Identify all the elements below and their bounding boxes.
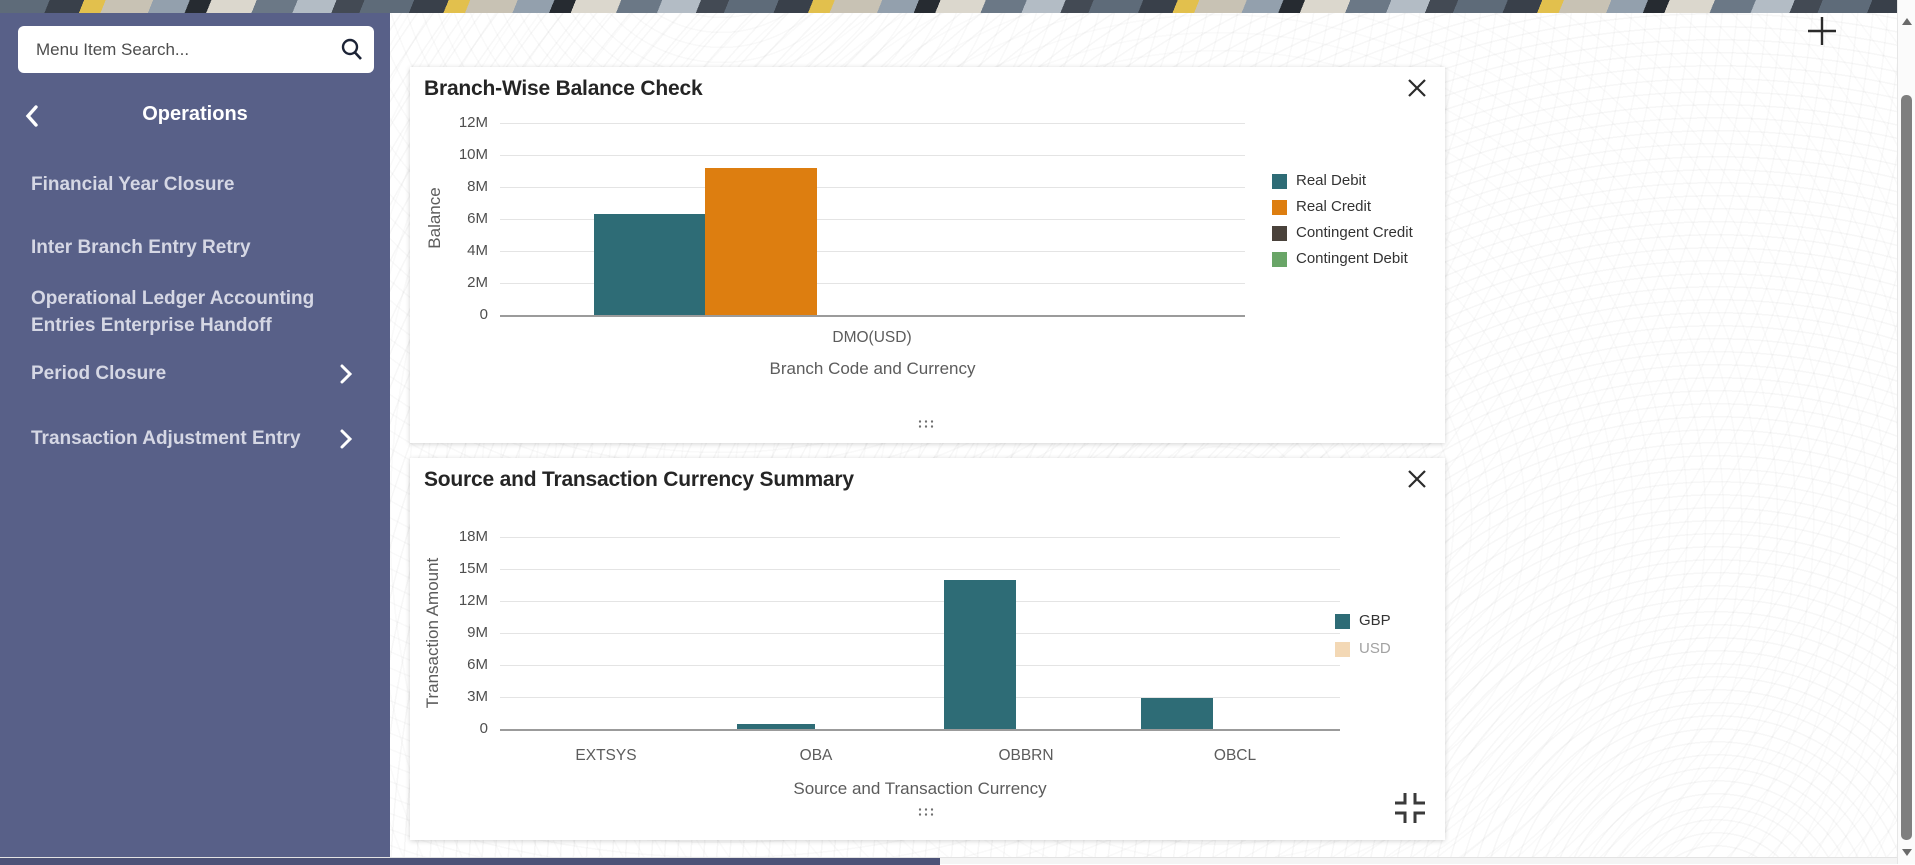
back-chevron-icon[interactable] — [24, 104, 46, 130]
x-axis-label: Source and Transaction Currency — [793, 779, 1047, 798]
legend-swatch-gbp[interactable] — [1335, 614, 1350, 629]
y-tick-label: 0 — [479, 306, 488, 323]
gridline — [500, 537, 1340, 538]
legend-swatch-usd[interactable] — [1335, 642, 1350, 657]
sidebar-title: Operations — [142, 103, 248, 125]
legend-label[interactable]: GBP — [1359, 612, 1391, 629]
x-tick-label: OBA — [799, 747, 833, 764]
gridline — [500, 187, 1245, 188]
y-tick-label: 10M — [458, 146, 488, 163]
y-tick-label: 8M — [467, 178, 488, 195]
legend-swatch-real-debit[interactable] — [1272, 174, 1287, 189]
collapse-corners-icon[interactable] — [1391, 790, 1429, 828]
y-tick-label: 0 — [479, 720, 488, 737]
x-axis-line — [500, 315, 1245, 317]
legend-swatch-contingent-credit[interactable] — [1272, 226, 1287, 241]
sidebar-item-period-closure[interactable]: Period Closure — [31, 360, 361, 387]
y-tick-label: 15M — [458, 560, 488, 577]
y-tick-label: 4M — [467, 242, 488, 259]
gridline — [500, 283, 1245, 284]
y-tick-label: 9M — [467, 624, 488, 641]
sidebar-header: Operations — [0, 101, 390, 135]
gridline — [500, 123, 1245, 124]
sidebar-item-financial-year-closure[interactable]: Financial Year Closure — [31, 174, 235, 195]
y-tick-label: 6M — [467, 210, 488, 227]
add-widget-button[interactable] — [1803, 13, 1841, 51]
chart-branch-wise-balance: Balance 12M 10M 8M 6M 4M 2M 0 DMO(USD) Branch Cod… — [410, 67, 1445, 443]
legend-swatch-contingent-debit[interactable] — [1272, 252, 1287, 267]
bar-real-debit-DMO(USD)[interactable] — [594, 214, 705, 315]
card-title: Branch-Wise Balance Check — [424, 77, 703, 100]
card-branch-wise-balance-check: Branch-Wise Balance Check Balance 12M 10M 8… — [410, 67, 1445, 443]
decorative-banner — [0, 0, 1897, 13]
search-icon[interactable] — [330, 28, 374, 72]
gridline — [500, 601, 1340, 602]
gridline — [500, 665, 1340, 666]
y-tick-label: 3M — [467, 688, 488, 705]
horizontal-scrollbar[interactable] — [0, 857, 1897, 865]
x-axis-label: Branch Code and Currency — [769, 359, 976, 378]
chevron-right-icon — [339, 428, 353, 458]
x-axis-line — [500, 729, 1340, 731]
y-tick-label: 12M — [458, 592, 488, 609]
chart-source-transaction-currency: Transaction Amount 18M 15M 12M 9M 6M 3M 0 EXTSYS… — [410, 458, 1445, 840]
y-tick-label: 2M — [467, 274, 488, 291]
legend-label[interactable]: Real Debit — [1296, 172, 1367, 189]
legend-swatch-real-credit[interactable] — [1272, 200, 1287, 215]
chevron-right-icon — [339, 363, 353, 393]
card-title: Source and Transaction Currency Summary — [424, 468, 854, 491]
drag-handle[interactable] — [917, 419, 934, 428]
vertical-scroll-thumb[interactable] — [1901, 95, 1912, 840]
gridline — [500, 155, 1245, 156]
y-tick-label: 6M — [467, 656, 488, 673]
drag-handle[interactable] — [917, 807, 934, 816]
gridline — [500, 569, 1340, 570]
scroll-down-icon[interactable] — [1902, 849, 1912, 856]
sidebar-item-operational-ledger-accounting[interactable]: Operational Ledger Accounting Entries En… — [31, 288, 315, 336]
y-tick-label: 12M — [458, 114, 488, 131]
sidebar-item-inter-branch-entry[interactable]: Inter Branch Entry Retry — [31, 237, 251, 258]
bar-gbp-OBCL[interactable] — [1141, 698, 1213, 729]
gridline — [500, 633, 1340, 634]
bar-gbp-OBA[interactable] — [737, 723, 815, 729]
main-area: Branch-Wise Balance Check Balance 12M 10M 8… — [390, 13, 1897, 857]
legend-label[interactable]: USD — [1359, 640, 1391, 657]
gridline — [500, 697, 1340, 698]
menu-search-box[interactable] — [18, 26, 374, 73]
bar-real-credit-DMO(USD)[interactable] — [705, 167, 817, 315]
legend-label[interactable]: Real Credit — [1296, 198, 1372, 215]
card-source-transaction-currency: Source and Transaction Currency Summary … — [410, 458, 1445, 840]
close-icon[interactable] — [1403, 75, 1431, 103]
x-tick-label: EXTSYS — [575, 747, 637, 764]
gridline — [500, 219, 1245, 220]
vertical-scrollbar[interactable] — [1897, 0, 1915, 864]
sidebar-item-transaction-adjustment-entry[interactable]: Transaction Adjustment Entry — [31, 425, 361, 452]
horizontal-scroll-thumb[interactable] — [0, 858, 940, 865]
y-tick-label: 18M — [458, 528, 488, 545]
x-tick-label: DMO(USD) — [832, 329, 912, 346]
sidebar: Operations Financial Year Closure Inter B… — [0, 13, 390, 857]
x-tick-label: OBCL — [1213, 747, 1257, 764]
legend-label[interactable]: Contingent Debit — [1296, 250, 1408, 267]
close-icon[interactable] — [1403, 466, 1431, 494]
legend-label[interactable]: Contingent Credit — [1296, 224, 1413, 241]
gridline — [500, 251, 1245, 252]
x-tick-label: OBBRN — [998, 747, 1054, 764]
bar-gbp-OBBRN[interactable] — [944, 579, 1016, 729]
scroll-up-icon[interactable] — [1902, 18, 1912, 25]
search-input[interactable] — [18, 39, 330, 60]
